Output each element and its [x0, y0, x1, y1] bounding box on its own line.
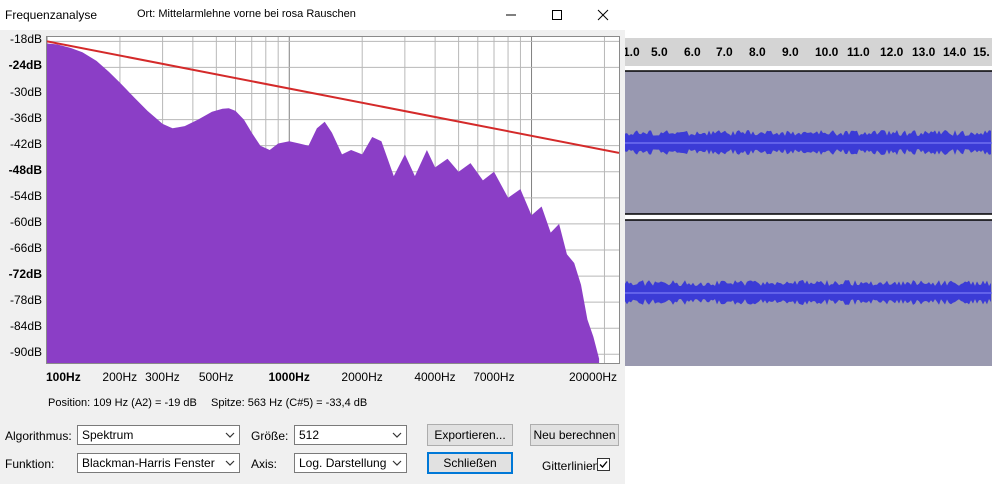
y-tick-label: -48dB	[8, 162, 42, 177]
function-label: Funktion:	[5, 457, 55, 471]
chevron-down-icon	[225, 432, 235, 438]
x-tick-label: 300Hz	[145, 370, 180, 384]
y-tick-label: -42dB	[9, 136, 42, 151]
maximize-icon	[552, 10, 562, 20]
y-tick-label: -54dB	[9, 188, 42, 203]
maximize-button[interactable]	[534, 0, 580, 30]
track-bottom	[625, 366, 992, 368]
timeline-label: 11.0	[847, 45, 870, 59]
size-value: 512	[299, 428, 320, 442]
timeline-label: 8.0	[749, 45, 766, 59]
window-subtitle: Ort: Mittelarmlehne vorne bei rosa Rausc…	[137, 8, 356, 20]
spectrum-plot[interactable]	[46, 36, 620, 364]
position-readout: Position: 109 Hz (A2) = -19 dB	[48, 397, 197, 409]
track-separator	[625, 66, 992, 71]
size-select[interactable]: 512	[294, 425, 407, 445]
timeline-label: 7.0	[716, 45, 733, 59]
y-tick-label: -24dB	[8, 58, 42, 73]
chevron-down-icon	[392, 460, 402, 466]
timeline-label: 10.0	[815, 45, 839, 59]
y-tick-label: -36dB	[9, 110, 42, 125]
chevron-down-icon	[225, 460, 235, 466]
reference-line	[47, 40, 619, 154]
grid-label: Gitterlinien	[542, 459, 600, 473]
timeline-label: 6.0	[684, 45, 701, 59]
timeline-label: 14.0	[943, 45, 967, 59]
peak-readout: Spitze: 563 Hz (C#5) = -33,4 dB	[211, 397, 368, 409]
x-tick-label: 4000Hz	[414, 370, 456, 384]
algorithm-select[interactable]: Spektrum	[77, 425, 240, 445]
export-button[interactable]: Exportieren...	[427, 424, 513, 446]
x-tick-label: 20000Hz	[569, 370, 618, 384]
y-tick-label: -60dB	[9, 214, 42, 229]
chevron-down-icon	[392, 432, 402, 438]
axis-label: Axis:	[251, 457, 278, 471]
window-title: Frequenzanalyse	[5, 8, 98, 22]
x-tick-label: 100Hz	[46, 370, 81, 384]
y-tick-label: -30dB	[9, 84, 42, 99]
function-value: Blackman-Harris Fenster	[82, 456, 215, 470]
timeline-label: 5.0	[651, 45, 668, 59]
x-tick-label: 500Hz	[198, 370, 234, 384]
y-tick-label: -18dB	[9, 32, 42, 47]
y-tick-label: -90dB	[9, 345, 42, 360]
y-tick-label: -84dB	[9, 319, 42, 334]
close-button[interactable]: Schließen	[427, 452, 513, 474]
x-tick-label: 200Hz	[102, 370, 138, 384]
size-label: Größe:	[251, 429, 289, 443]
timeline-label: 15.	[973, 45, 990, 59]
spectrum-chart	[47, 37, 619, 363]
recalculate-button[interactable]: Neu berechnen	[530, 424, 619, 446]
waveform	[625, 66, 992, 368]
minimize-icon	[506, 14, 516, 16]
frequency-analysis-dialog: Frequenzanalyse Ort: Mittelarmlehne vorn…	[0, 0, 625, 484]
spectrum-area	[47, 43, 600, 363]
timeline-label: 12.0	[880, 45, 904, 59]
algorithm-label: Algorithmus:	[5, 429, 72, 443]
grid-checkbox[interactable]	[597, 458, 610, 471]
status-line: Position: 109 Hz (A2) = -19 dB Spitze: 5…	[48, 397, 367, 409]
close-window-button[interactable]	[580, 0, 626, 30]
y-tick-label: -78dB	[9, 293, 42, 308]
y-tick-label: -72dB	[8, 267, 42, 282]
audio-track-area[interactable]	[625, 38, 992, 368]
timeline-label: 1.0	[625, 45, 640, 59]
function-select[interactable]: Blackman-Harris Fenster	[77, 453, 240, 473]
x-tick-label: 1000Hz	[268, 370, 310, 384]
axis-value: Log. Darstellung	[299, 456, 387, 470]
y-tick-label: -66dB	[9, 240, 42, 255]
algorithm-value: Spektrum	[82, 428, 134, 442]
minimize-button[interactable]	[488, 0, 534, 30]
timeline-ruler[interactable]: 1.0 5.0 6.0 7.0 8.0 9.0 10.0 11.0 12.0 13.0 14.0 15…	[625, 38, 992, 66]
x-tick-label: 2000Hz	[341, 370, 383, 384]
x-tick-label: 7000Hz	[473, 370, 515, 384]
axis-select[interactable]: Log. Darstellung	[294, 453, 407, 473]
close-icon	[597, 9, 609, 21]
checkmark-icon	[599, 461, 608, 468]
timeline-label: 13.0	[912, 45, 936, 59]
title-bar: Frequenzanalyse Ort: Mittelarmlehne vorn…	[0, 0, 625, 30]
timeline-label: 9.0	[782, 45, 799, 59]
track-separator	[625, 214, 992, 220]
